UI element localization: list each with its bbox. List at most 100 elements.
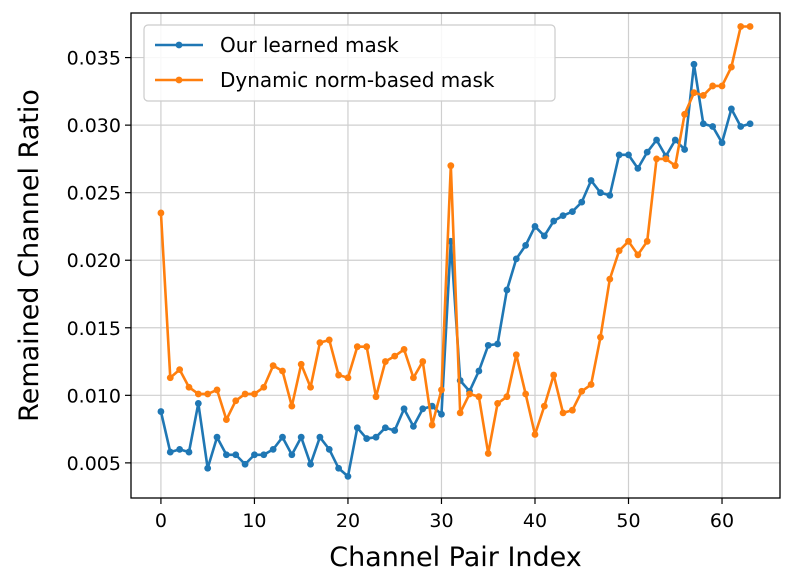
data-point [671,162,679,170]
x-tick-label: 20 [336,510,360,532]
data-point [494,400,501,407]
data-point [643,148,651,156]
series-layer [157,23,754,480]
data-point [260,383,268,391]
data-point [419,405,427,413]
data-point [157,209,165,217]
data-point [204,390,212,398]
data-point [344,472,352,480]
data-point [718,139,726,147]
data-point [325,336,333,344]
data-point [634,251,642,259]
data-point [522,390,530,398]
data-point [522,241,530,249]
data-point [325,445,333,453]
y-tick-label: 0.015 [67,318,121,340]
data-point [307,460,314,468]
data-point [615,151,623,159]
data-point [194,390,202,398]
data-point [241,460,249,468]
data-point [176,445,184,453]
data-point [587,381,595,388]
data-point [381,358,389,365]
x-tick-label: 10 [242,510,266,532]
data-point [288,451,296,459]
data-point [363,343,371,351]
data-point [204,464,212,472]
data-point [690,60,698,68]
data-point [559,212,567,220]
data-point [222,451,230,459]
data-point [615,247,623,255]
data-point [316,433,324,441]
data-point [363,435,371,442]
legend-swatch-marker [175,41,183,49]
ticks: 0 10 20 30 40 50 60 0.005 0.010 0.015 0.020 0.025 0.… [67,48,735,532]
data-point [746,23,754,30]
data-point [335,464,343,472]
data-point [372,393,380,401]
data-point [307,383,314,391]
data-point [185,383,193,391]
data-point [550,217,558,225]
y-tick-label: 0.025 [67,183,121,205]
data-point [475,393,483,401]
x-tick-label: 0 [155,510,167,532]
y-tick-label: 0.035 [67,48,121,70]
legend-swatch-marker [175,76,183,84]
data-point [718,82,726,90]
data-point [699,92,707,99]
legend-label: Dynamic norm-based mask [220,68,495,92]
x-tick-label: 60 [710,510,734,532]
data-point [335,371,343,379]
data-point [194,400,202,407]
data-point [344,374,352,382]
data-point [391,352,399,360]
data-point [466,390,473,398]
data-point [269,445,277,453]
legend-box [143,24,556,102]
data-point [232,397,240,405]
data-point [597,189,604,197]
data-point [297,433,305,441]
data-point [222,416,230,424]
series-2 [157,23,754,457]
data-point [746,120,754,128]
data-point [316,339,324,347]
data-point [709,123,717,130]
data-point [353,424,361,432]
data-point [353,343,361,351]
data-point [185,448,193,456]
data-point [447,162,455,170]
data-point [578,198,586,206]
data-point [288,402,296,410]
data-point [653,155,660,163]
data-point [400,345,408,353]
plot-frame [130,12,781,499]
data-point [176,366,184,374]
data-point [653,136,660,144]
y-tick-label: 0.010 [67,385,121,407]
x-tick-label: 30 [429,510,453,532]
data-point [643,237,651,245]
data-point [410,374,417,382]
data-point [456,409,464,417]
data-point [568,406,576,414]
data-point [737,23,745,30]
legend: Our learned mask Dynamic norm-based mask [143,24,556,102]
data-point [606,275,614,283]
data-point [587,177,595,184]
data-point [269,362,277,370]
legend-label: Our learned mask [220,33,399,57]
data-point [625,237,632,245]
y-tick-label: 0.020 [67,250,121,272]
data-point [625,151,632,159]
x-tick-label: 40 [523,510,547,532]
y-tick-label: 0.030 [67,115,121,137]
y-tick-label: 0.005 [67,453,121,475]
data-point [512,351,520,359]
data-point [550,371,558,379]
data-point [251,390,258,398]
y-axis-title: Remained Channel Ratio [14,89,45,422]
